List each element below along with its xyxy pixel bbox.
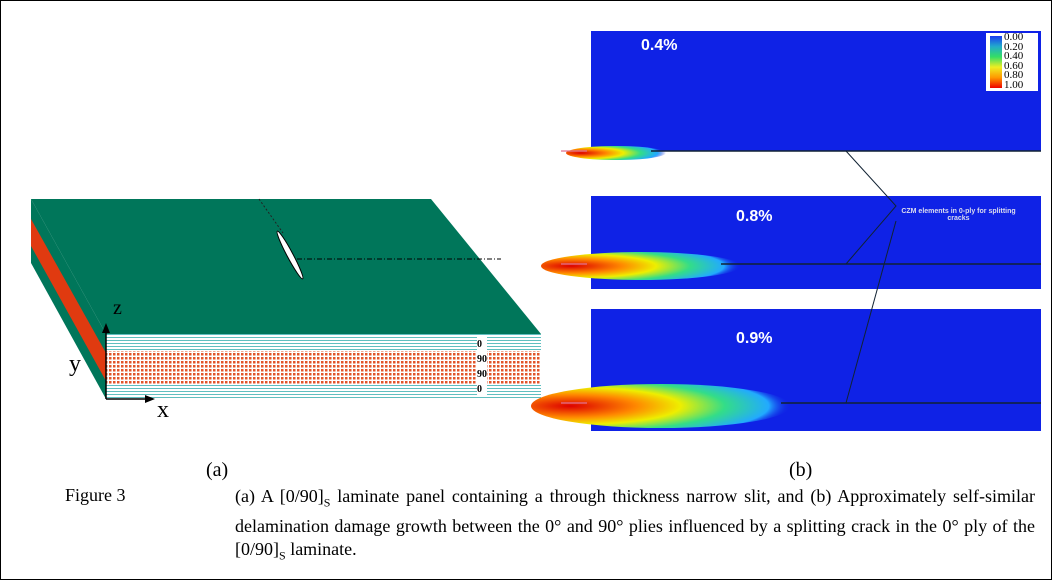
subscript: S <box>279 548 286 562</box>
axis-label: z <box>113 297 122 320</box>
ply-label: 90 <box>477 367 487 382</box>
panel-label: (a) <box>206 459 228 482</box>
laminate-drawing <box>31 199 541 403</box>
annotation: CZM elements in 0-ply for splitting crac… <box>896 208 1021 222</box>
colorbar-label: 1.00 <box>1004 81 1023 91</box>
figure-page: z y x 090900 0.4%0.8%0.9% 0.000.200.400.… <box>0 0 1052 580</box>
axis-label: x <box>157 397 169 424</box>
caption-part: (a) A [0/90] <box>235 486 324 506</box>
ply-label: 90 <box>477 352 487 367</box>
ply-label: 0 <box>477 337 487 352</box>
caption-text: (a) A [0/90]S laminate panel containing … <box>235 485 1035 567</box>
damage-contours <box>531 31 1041 431</box>
strain-label: 0.4% <box>641 37 677 55</box>
caption-part: laminate. <box>286 539 357 559</box>
strain-label: 0.8% <box>736 208 772 226</box>
ply-label: 0 <box>477 382 487 397</box>
strain-label: 0.9% <box>736 330 772 348</box>
panel-label: (b) <box>789 459 812 482</box>
figure-number: Figure 3 <box>65 485 126 506</box>
axis-label: y <box>69 351 81 378</box>
